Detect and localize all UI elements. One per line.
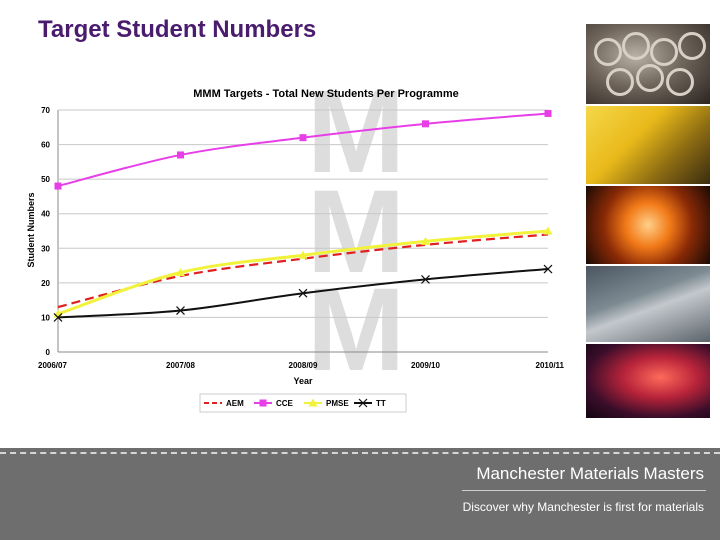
data-point	[54, 182, 62, 190]
data-point	[53, 313, 63, 322]
series-layer	[53, 109, 553, 322]
chart-title: MMM Targets - Total New Students Per Pro…	[193, 88, 458, 100]
footer-bar	[0, 448, 720, 540]
y-tick-label: 20	[41, 279, 50, 288]
plot-frame	[57, 110, 548, 353]
series-line	[57, 112, 549, 188]
data-point	[176, 267, 185, 276]
series-line	[57, 229, 549, 316]
x-axis-label: Year	[293, 376, 313, 386]
data-point	[543, 264, 553, 274]
watermark-letter: M	[307, 166, 405, 298]
laser-optics-photo-icon	[586, 344, 710, 418]
x-tick-label: 2007/08	[166, 361, 195, 370]
data-point	[298, 288, 308, 298]
footer-subtitle: Discover why Manchester is first for mat…	[462, 500, 704, 514]
data-point	[421, 274, 430, 284]
legend-label: TT	[376, 399, 386, 408]
legend-item: AEM	[204, 399, 244, 408]
x-tick-label: 2009/10	[411, 361, 440, 370]
data-point	[421, 236, 430, 245]
y-tick-label: 0	[46, 348, 51, 357]
series-aem	[57, 233, 549, 309]
legend: AEM CCE PMSE TT	[199, 393, 407, 413]
data-point	[543, 226, 553, 235]
x-tick-labels: 2006/07 2007/08 2008/09 2009/10 2010/11	[38, 361, 565, 370]
x-tick-label: 2008/09	[289, 361, 318, 370]
slide-title: Target Student Numbers	[38, 16, 317, 43]
fabric-photo-icon	[586, 106, 710, 184]
mmm-watermark: M M M	[307, 66, 405, 396]
footer-rule	[462, 490, 706, 491]
y-tick-label: 10	[41, 313, 50, 322]
line-chart: M M M MMM Targets - Total New Students P…	[26, 66, 565, 413]
rock-sample-photo-icon	[586, 266, 710, 342]
legend-box	[199, 393, 407, 413]
y-tick-labels: 0 10 20 30 40 50 60 70	[41, 106, 50, 357]
tube-bundle-photo-icon	[586, 24, 710, 104]
x-tick-label: 2010/11	[536, 361, 565, 370]
legend-item: TT	[354, 398, 386, 408]
legend-item: PMSE	[304, 398, 349, 408]
series-pmse	[53, 226, 553, 318]
photo-strip	[586, 24, 710, 418]
data-point	[544, 109, 552, 117]
footer-title: Manchester Materials Masters	[476, 464, 704, 483]
legend-marker	[358, 398, 368, 408]
x-tick-label: 2006/07	[38, 361, 67, 370]
y-tick-label: 70	[41, 106, 50, 115]
legend-marker	[259, 399, 267, 407]
y-tick-label: 60	[41, 141, 50, 150]
series-cce	[54, 109, 552, 190]
legend-marker	[308, 398, 318, 407]
grid-lines	[58, 109, 548, 318]
legend-label: CCE	[276, 399, 294, 408]
y-tick-label: 50	[41, 175, 50, 184]
data-point	[422, 120, 429, 128]
data-point	[298, 250, 308, 259]
series-tt	[53, 264, 553, 322]
data-point	[177, 151, 184, 159]
y-tick-label: 40	[41, 210, 50, 219]
series-line	[57, 233, 549, 309]
footer-divider	[0, 452, 720, 454]
y-tick-label: 30	[41, 244, 50, 253]
y-axis-label: Student Numbers	[26, 192, 36, 267]
data-point	[176, 306, 185, 315]
legend-item: CCE	[254, 399, 294, 408]
furnace-photo-icon	[586, 186, 710, 264]
data-point	[299, 134, 307, 142]
legend-label: PMSE	[326, 399, 349, 408]
legend-label: AEM	[226, 399, 244, 408]
